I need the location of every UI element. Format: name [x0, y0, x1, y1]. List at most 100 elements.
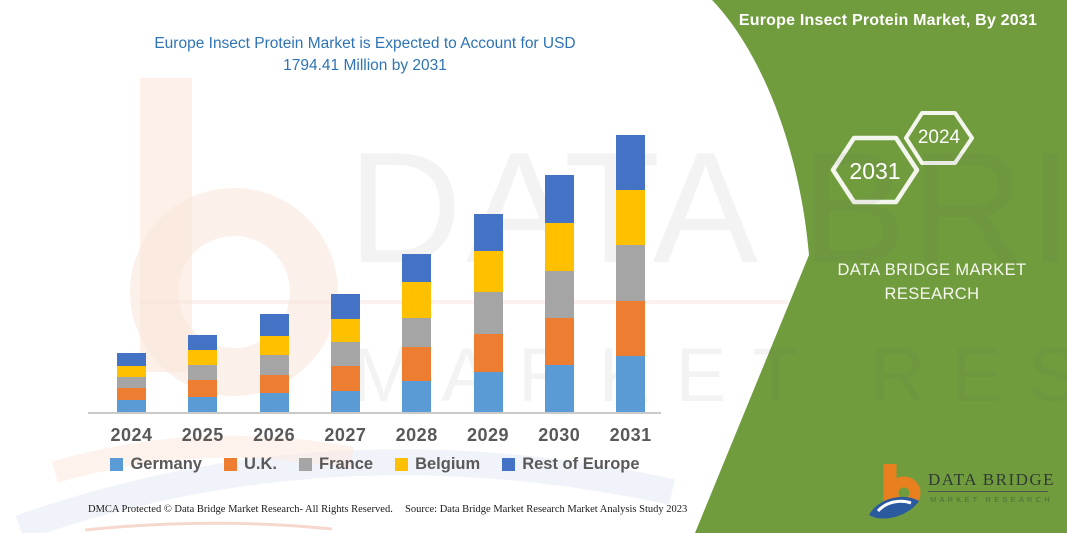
- x-tick-2030: 2030: [538, 425, 581, 445]
- bar-segment-belgium-2028: [402, 282, 432, 318]
- bar-segment-u-k--2031: [616, 300, 646, 357]
- bar-segment-belgium-2024: [117, 366, 146, 378]
- bar-segment-rest-of-europe-2027: [330, 293, 360, 320]
- bar-segment-belgium-2025: [188, 349, 218, 365]
- bar-segment-france-2028: [402, 317, 432, 347]
- bar-segment-u-k--2025: [188, 380, 218, 397]
- legend: Germany U.K. France Belgium Rest of Europe: [70, 455, 680, 474]
- green-panel-title: Europe Insect Protein Market, By 2031: [738, 12, 1038, 29]
- bar-segment-germany-2027: [330, 390, 360, 412]
- bar-2029: [473, 214, 503, 412]
- legend-swatch-icon: [298, 458, 312, 471]
- x-axis-line: [88, 412, 661, 414]
- hexagon-2024-label: 2024: [917, 127, 961, 148]
- legend-item-belgium: Belgium: [395, 455, 480, 474]
- watermark-pink-arc: [84, 521, 333, 532]
- bar-segment-germany-2024: [117, 400, 146, 412]
- bar-segment-germany-2028: [402, 381, 432, 412]
- bar-segment-france-2031: [616, 245, 646, 301]
- bar-2024: [117, 353, 146, 412]
- legend-label: Germany: [130, 455, 202, 473]
- legend-item-u-k-: U.K.: [223, 455, 277, 474]
- x-tick-2025: 2025: [181, 425, 224, 445]
- legend-swatch-icon: [502, 458, 516, 471]
- bar-segment-germany-2029: [473, 372, 503, 412]
- bar-segment-germany-2031: [616, 356, 646, 412]
- watermark-pink-line: [140, 300, 788, 304]
- databridge-logo-tagline: MARKET RESEARCH: [930, 495, 1053, 504]
- legend-swatch-icon: [223, 458, 237, 471]
- x-tick-2024: 2024: [110, 425, 153, 445]
- bar-segment-rest-of-europe-2030: [544, 174, 574, 224]
- bar-2030: [544, 174, 574, 412]
- bar-segment-france-2026: [259, 355, 289, 375]
- bar-segment-belgium-2030: [544, 223, 574, 271]
- x-tick-2026: 2026: [253, 425, 296, 445]
- x-tick-2031: 2031: [609, 425, 652, 445]
- plot-area: 2024 2025 2026 2027 2028 2029 2030 2031: [88, 135, 661, 445]
- bar-segment-rest-of-europe-2031: [616, 135, 646, 191]
- bar-segment-france-2027: [330, 341, 360, 366]
- legend-item-rest-of-europe: Rest of Europe: [502, 455, 640, 474]
- databridge-logo-underline: [928, 491, 1048, 492]
- bar-2031: [616, 135, 646, 412]
- bar-segment-rest-of-europe-2024: [117, 353, 146, 367]
- bar-segment-france-2029: [473, 292, 503, 334]
- bar-2028: [402, 253, 432, 412]
- brand-line2: RESEARCH: [884, 285, 980, 303]
- watermark-b-bowl: [130, 188, 338, 396]
- chart-title: Europe Insect Protein Market is Expected…: [58, 33, 672, 77]
- bar-segment-u-k--2026: [259, 374, 289, 393]
- bar-segment-rest-of-europe-2025: [188, 334, 218, 350]
- bar-segment-u-k--2024: [117, 388, 146, 400]
- legend-label: Rest of Europe: [522, 455, 640, 473]
- bar-segment-rest-of-europe-2026: [259, 313, 289, 336]
- bar-segment-rest-of-europe-2028: [402, 253, 432, 283]
- hexagon-2031: [830, 135, 920, 205]
- bar-segment-belgium-2031: [616, 190, 646, 246]
- legend-label: Belgium: [415, 455, 481, 473]
- brand-name-block: DATA BRIDGE MARKET RESEARCH: [812, 258, 1052, 306]
- bar-segment-u-k--2030: [544, 318, 574, 366]
- bar-segment-u-k--2027: [330, 365, 360, 391]
- bar-2027: [330, 293, 360, 412]
- bar-segment-belgium-2026: [259, 335, 289, 356]
- hexagon-2031-label: 2031: [849, 158, 901, 184]
- source-note: Source: Data Bridge Market Research Mark…: [405, 504, 688, 515]
- databridge-logo-icon: [869, 464, 921, 519]
- bar-segment-germany-2026: [259, 393, 289, 412]
- chart-title-line2: 1794.41 Million by 2031: [283, 57, 447, 74]
- legend-swatch-icon: [110, 458, 124, 471]
- legend-swatch-icon: [395, 458, 409, 471]
- bar-segment-belgium-2029: [473, 250, 503, 293]
- databridge-logo: DATA BRIDGE MARKET RESEARCH: [866, 458, 1056, 522]
- bar-segment-rest-of-europe-2029: [473, 214, 503, 251]
- bar-2025: [188, 334, 218, 412]
- legend-item-germany: Germany: [110, 455, 202, 474]
- legend-label: France: [318, 455, 374, 473]
- x-tick-2027: 2027: [324, 425, 367, 445]
- legend-label: U.K.: [243, 455, 277, 473]
- bar-2026: [259, 313, 289, 412]
- bar-segment-belgium-2027: [330, 319, 360, 342]
- brand-line1: DATA BRIDGE MARKET: [837, 261, 1027, 279]
- bar-segment-france-2030: [544, 270, 574, 319]
- bar-segment-u-k--2029: [473, 333, 503, 372]
- bar-segment-germany-2030: [544, 365, 574, 412]
- watermark-peach-swoosh: [51, 435, 354, 483]
- green-panel: [695, 0, 1067, 533]
- legend-item-france: France: [298, 455, 374, 474]
- x-tick-2029: 2029: [466, 425, 510, 445]
- bar-segment-france-2024: [117, 377, 146, 389]
- databridge-logo-name: DATA BRIDGE: [928, 470, 1056, 489]
- dmca-notice: DMCA Protected © Data Bridge Market Rese…: [88, 504, 393, 515]
- hexagon-2024: [904, 111, 974, 165]
- bar-segment-u-k--2028: [402, 347, 432, 381]
- x-tick-2028: 2028: [395, 425, 438, 445]
- bar-segment-france-2025: [188, 364, 218, 381]
- bar-segment-germany-2025: [188, 397, 218, 412]
- chart-title-line1: Europe Insect Protein Market is Expected…: [154, 35, 576, 52]
